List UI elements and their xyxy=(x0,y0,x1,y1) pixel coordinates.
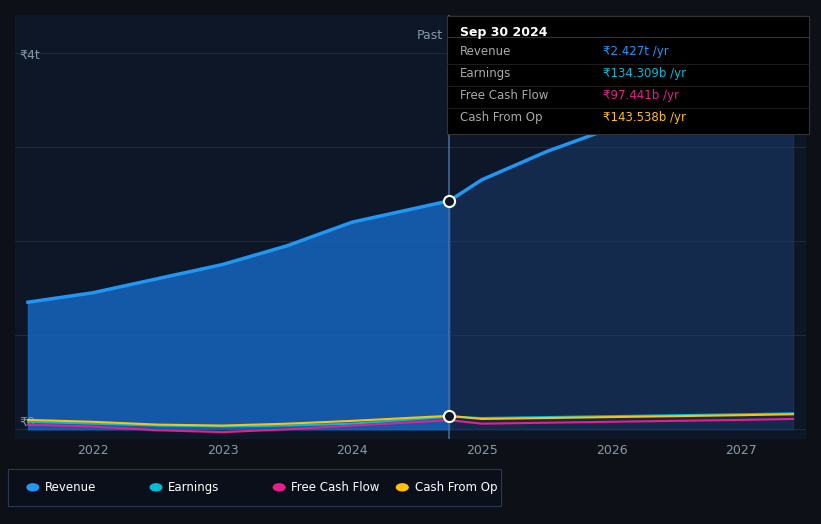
Text: ₹4t: ₹4t xyxy=(19,49,39,62)
Text: ₹2.427t /yr: ₹2.427t /yr xyxy=(603,45,669,58)
Text: ₹143.538b /yr: ₹143.538b /yr xyxy=(603,111,686,124)
Text: ₹0: ₹0 xyxy=(19,417,35,429)
Text: Revenue: Revenue xyxy=(45,481,97,494)
Text: Revenue: Revenue xyxy=(460,45,511,58)
Text: Analysts Forecasts: Analysts Forecasts xyxy=(456,29,572,42)
Text: Sep 30 2024: Sep 30 2024 xyxy=(460,26,548,39)
Text: Past: Past xyxy=(417,29,443,42)
Text: Earnings: Earnings xyxy=(460,67,511,80)
Text: Cash From Op: Cash From Op xyxy=(415,481,497,494)
Text: Free Cash Flow: Free Cash Flow xyxy=(291,481,380,494)
Text: Earnings: Earnings xyxy=(168,481,220,494)
Text: Cash From Op: Cash From Op xyxy=(460,111,542,124)
Text: ₹97.441b /yr: ₹97.441b /yr xyxy=(603,89,680,102)
Text: Free Cash Flow: Free Cash Flow xyxy=(460,89,548,102)
Text: ₹134.309b /yr: ₹134.309b /yr xyxy=(603,67,686,80)
